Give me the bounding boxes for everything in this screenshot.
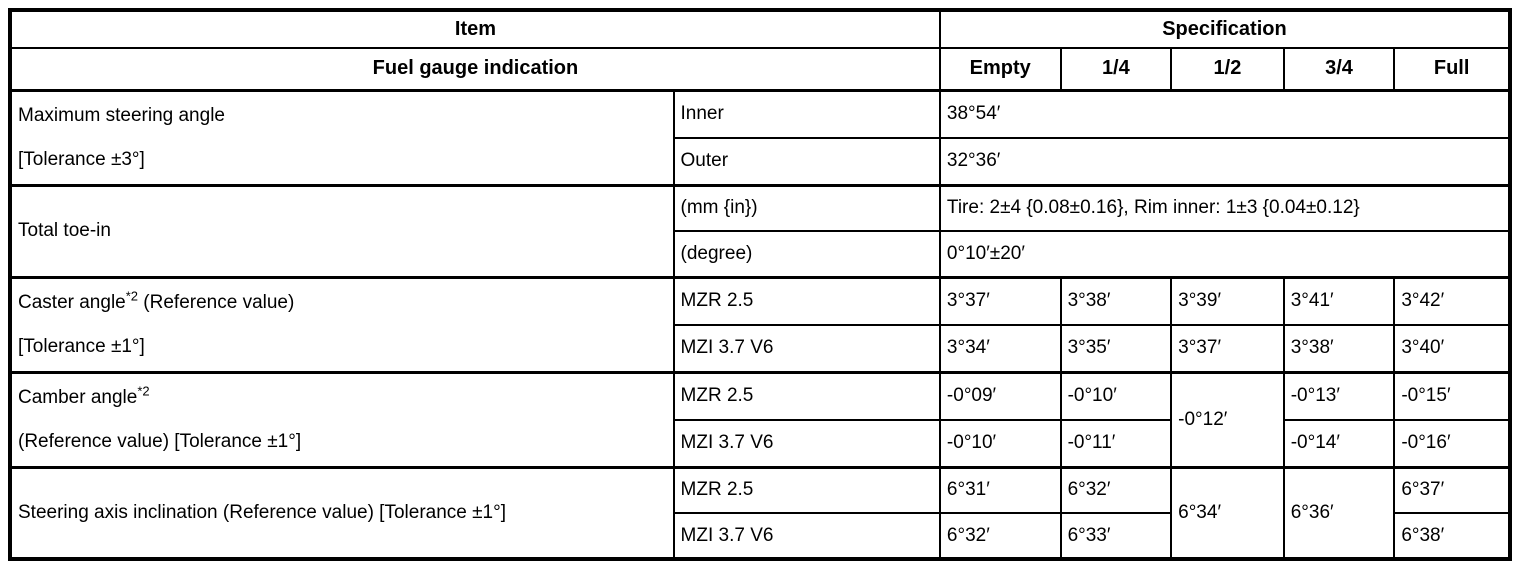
value-camber-mzi-quarter: -0°11′ bbox=[1059, 418, 1173, 468]
sub-label-camber-mzr: MZR 2.5 bbox=[672, 370, 941, 421]
level-header-full: Full bbox=[1393, 47, 1511, 91]
sub-label-inner: Inner bbox=[672, 88, 941, 139]
value-caster-mzr-quarter: 3°38′ bbox=[1059, 275, 1173, 326]
camber-label: Camber angle*2 bbox=[18, 383, 150, 408]
value-sai-mzi-quarter: 6°33′ bbox=[1059, 512, 1173, 560]
value-sai-mzr-quarter: 6°32′ bbox=[1059, 465, 1173, 514]
header-row-fuel-levels: Fuel gauge indication Empty 1/4 1/2 3/4 … bbox=[9, 47, 1511, 91]
value-sai-mzi-full: 6°38′ bbox=[1393, 512, 1511, 560]
row-toe-in-mm: Total toe-in (mm {in}) Tire: 2±4 {0.08±0… bbox=[9, 183, 1512, 278]
row-sai-mzr: Steering axis inclination (Reference val… bbox=[9, 465, 1511, 560]
camber-item-cell: Camber angle*2 (Reference value) [Tolera… bbox=[9, 370, 675, 468]
level-header-quarter: 1/4 bbox=[1059, 47, 1173, 91]
value-caster-mzi-full: 3°40′ bbox=[1393, 323, 1511, 373]
max-steering-tolerance: [Tolerance ±3°] bbox=[18, 148, 145, 170]
row-camber-mzr: Camber angle*2 (Reference value) [Tolera… bbox=[9, 370, 1511, 468]
fuel-gauge-header: Fuel gauge indication bbox=[9, 47, 941, 91]
item-header: Item bbox=[9, 9, 941, 49]
sub-label-sai-mzr: MZR 2.5 bbox=[672, 465, 941, 514]
row-caster-mzr: Caster angle*2 (Reference value) [Tolera… bbox=[9, 275, 1511, 373]
level-header-empty: Empty bbox=[938, 47, 1062, 91]
sub-label-degree: (degree) bbox=[672, 230, 941, 278]
value-caster-mzi-quarter: 3°35′ bbox=[1059, 323, 1173, 373]
level-header-half: 1/2 bbox=[1170, 47, 1285, 91]
value-camber-mzr-quarter: -0°10′ bbox=[1059, 370, 1173, 421]
value-sai-mzr-full: 6°37′ bbox=[1393, 465, 1511, 514]
value-caster-mzi-three-quarter: 3°38′ bbox=[1282, 323, 1396, 373]
value-camber-mzr-empty: -0°09′ bbox=[938, 370, 1062, 421]
sai-item-cell: Steering axis inclination (Reference val… bbox=[9, 465, 675, 560]
row-max-steering-outer: Outer 32°36′ bbox=[10, 136, 1512, 186]
value-caster-mzi-half: 3°37′ bbox=[1170, 323, 1285, 373]
value-camber-mzi-empty: -0°10′ bbox=[938, 418, 1062, 468]
value-toe-in-mm: Tire: 2±4 {0.08±0.16}, Rim inner: 1±3 {0… bbox=[938, 183, 1512, 232]
header-row-item-spec: Item Specification bbox=[9, 9, 1512, 49]
row-caster-mzi: MZI 3.7 V6 3°34′ 3°35′ 3°37′ 3°38′ 3°40′ bbox=[10, 323, 1511, 373]
value-sai-mzr-empty: 6°31′ bbox=[938, 465, 1062, 514]
value-max-steering-outer: 32°36′ bbox=[938, 136, 1512, 186]
row-sai-mzi: MZI 3.7 V6 6°32′ 6°33′ 6°38′ bbox=[10, 512, 1511, 560]
row-max-steering-inner: Maximum steering angle [Tolerance ±3°] I… bbox=[9, 88, 1512, 186]
caster-label: Caster angle*2 (Reference value) bbox=[18, 288, 295, 313]
specification-header: Specification bbox=[938, 9, 1512, 49]
value-toe-in-degree: 0°10′±20′ bbox=[938, 230, 1512, 278]
value-caster-mzr-half: 3°39′ bbox=[1170, 275, 1285, 326]
max-steering-item-cell: Maximum steering angle [Tolerance ±3°] bbox=[9, 88, 675, 186]
sub-label-outer: Outer bbox=[672, 136, 941, 186]
value-max-steering-inner: 38°54′ bbox=[938, 88, 1512, 139]
sub-label-sai-mzi: MZI 3.7 V6 bbox=[672, 512, 941, 560]
sub-label-caster-mzi: MZI 3.7 V6 bbox=[672, 323, 941, 373]
value-caster-mzr-three-quarter: 3°41′ bbox=[1282, 275, 1396, 326]
alignment-spec-table: Item Specification Fuel gauge indication… bbox=[8, 8, 1512, 561]
camber-footnote-sup: *2 bbox=[137, 383, 150, 399]
value-sai-mzi-empty: 6°32′ bbox=[938, 512, 1062, 560]
value-camber-mzi-three-quarter: -0°14′ bbox=[1282, 418, 1396, 468]
value-caster-mzi-empty: 3°34′ bbox=[938, 323, 1062, 373]
row-toe-in-degree: (degree) 0°10′±20′ bbox=[10, 230, 1512, 278]
sub-label-caster-mzr: MZR 2.5 bbox=[672, 275, 941, 326]
max-steering-label: Maximum steering angle bbox=[18, 104, 225, 126]
toe-in-item-cell: Total toe-in bbox=[9, 183, 675, 278]
camber-tolerance: (Reference value) [Tolerance ±1°] bbox=[18, 430, 302, 452]
value-camber-mzr-full: -0°15′ bbox=[1393, 370, 1511, 421]
value-caster-mzr-full: 3°42′ bbox=[1393, 275, 1511, 326]
sub-label-camber-mzi: MZI 3.7 V6 bbox=[672, 418, 941, 468]
value-caster-mzr-empty: 3°37′ bbox=[938, 275, 1062, 326]
value-camber-half-merged: -0°12′ bbox=[1170, 370, 1285, 468]
caster-item-cell: Caster angle*2 (Reference value) [Tolera… bbox=[9, 275, 675, 373]
level-header-three-quarter: 3/4 bbox=[1282, 47, 1396, 91]
value-camber-mzr-three-quarter: -0°13′ bbox=[1282, 370, 1396, 421]
row-camber-mzi: MZI 3.7 V6 -0°10′ -0°11′ -0°14′ -0°16′ bbox=[10, 418, 1511, 468]
sub-label-mm: (mm {in}) bbox=[672, 183, 941, 232]
caster-footnote-sup: *2 bbox=[125, 288, 139, 304]
value-camber-mzi-full: -0°16′ bbox=[1393, 418, 1511, 468]
value-sai-half-merged: 6°34′ bbox=[1170, 465, 1285, 560]
caster-tolerance: [Tolerance ±1°] bbox=[18, 335, 145, 357]
value-sai-three-quarter-merged: 6°36′ bbox=[1282, 465, 1396, 560]
